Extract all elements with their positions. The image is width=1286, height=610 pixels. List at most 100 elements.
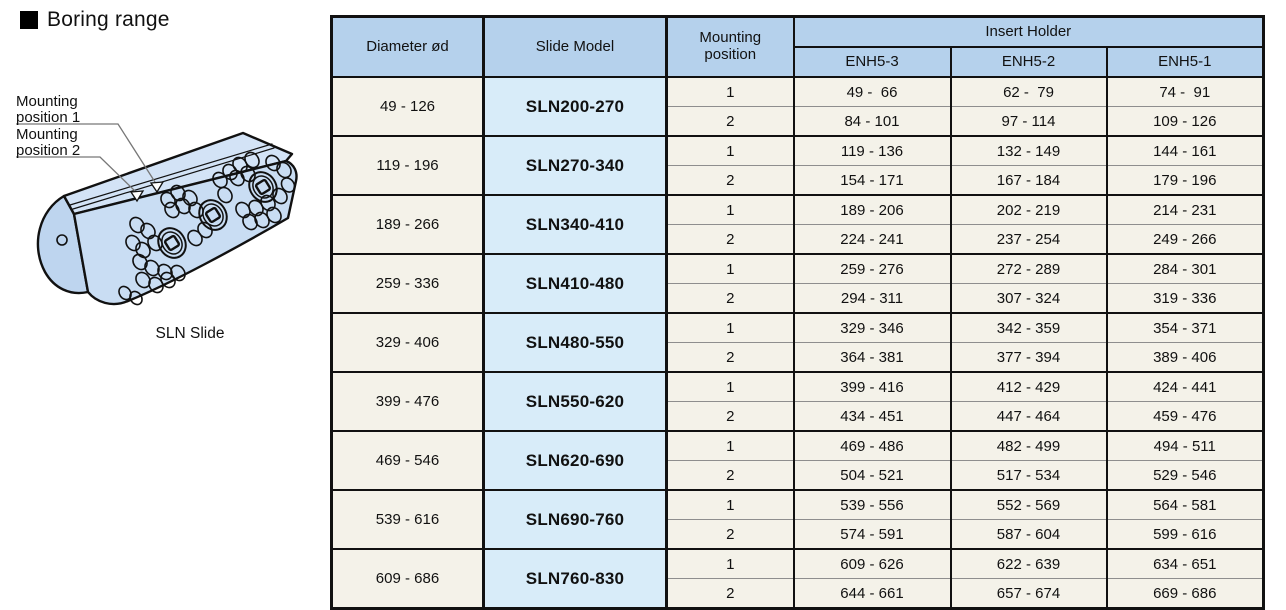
insert-range-cell: 482 - 499 <box>949 430 1108 461</box>
slide-model-cell: SLN690-760 <box>482 489 668 549</box>
header-enh5-3: ENH5-3 <box>792 46 952 78</box>
mounting-position-cell: 1 <box>665 253 795 284</box>
insert-range-cell: 319 - 336 <box>1105 283 1265 313</box>
table-row: 2 294 - 311 307 - 324 319 - 336 <box>332 283 1265 313</box>
mounting-position-1-label: Mounting <box>16 93 78 110</box>
insert-range-cell: 179 - 196 <box>1105 165 1265 195</box>
leader-line <box>16 156 136 192</box>
insert-range-cell: 669 - 686 <box>1105 578 1265 609</box>
table-row: 189 - 266 SLN340-410 1 189 - 206 202 - 219 21… <box>330 194 1265 254</box>
insert-range-cell: 377 - 394 <box>949 342 1108 372</box>
insert-range-cell: 552 - 569 <box>949 489 1108 520</box>
section-marker-icon <box>20 11 38 29</box>
mounting-position-cell: 1 <box>665 312 795 343</box>
slide-top-face <box>62 131 294 216</box>
table-row: 2 434 - 451 447 - 464 459 - 476 <box>332 401 1265 431</box>
insert-range-cell: 354 - 371 <box>1105 312 1265 343</box>
table-row: 119 - 196 SLN270-340 1 119 - 136 132 - 149 14… <box>330 135 1265 195</box>
insert-range-cell: 214 - 231 <box>1105 194 1265 225</box>
header-enh5-1: ENH5-1 <box>1105 46 1265 78</box>
insert-range-cell: 342 - 359 <box>949 312 1108 343</box>
insert-range-cell: 49 - 66 <box>792 76 952 107</box>
header-insert-holder: Insert Holder <box>792 15 1265 48</box>
insert-range-cell: 84 - 101 <box>792 106 952 136</box>
insert-range-cell: 539 - 556 <box>792 489 952 520</box>
insert-range-cell: 564 - 581 <box>1105 489 1265 520</box>
leader-line <box>16 123 156 183</box>
header-slide-model: Slide Model <box>482 15 668 78</box>
insert-range-cell: 284 - 301 <box>1105 253 1265 284</box>
table-body: 49 - 126 SLN200-270 1 49 - 66 62 - 79 74 - 91… <box>330 76 1265 609</box>
mounting-position-cell: 2 <box>665 578 795 609</box>
bolt-hole <box>56 234 68 246</box>
boring-range-table: Diameter ød Slide Model Mounting positio… <box>330 15 1266 610</box>
table-row: 539 - 616 SLN690-760 1 539 - 556 552 - 569 56… <box>330 489 1265 549</box>
insert-range-cell: 634 - 651 <box>1105 548 1265 579</box>
mounting-position-1-label: position 1 <box>16 109 80 126</box>
insert-range-cell: 574 - 591 <box>792 519 952 549</box>
table-row: 469 - 546 SLN620-690 1 469 - 486 482 - 499 49… <box>330 430 1265 490</box>
slide-caption: SLN Slide <box>156 325 225 342</box>
slide-model-cell: SLN340-410 <box>482 194 668 254</box>
table-header: Diameter ød Slide Model Mounting positio… <box>330 15 1265 78</box>
insert-range-cell: 202 - 219 <box>949 194 1108 225</box>
mounting-position-cell: 1 <box>665 548 795 579</box>
slide-model-cell: SLN200-270 <box>482 76 668 136</box>
insert-range-cell: 424 - 441 <box>1105 371 1265 402</box>
insert-range-cell: 272 - 289 <box>949 253 1108 284</box>
slide-model-cell: SLN270-340 <box>482 135 668 195</box>
slide-model-cell: SLN410-480 <box>482 253 668 313</box>
insert-range-cell: 74 - 91 <box>1105 76 1265 107</box>
table-row: 259 - 336 SLN410-480 1 259 - 276 272 - 289 28… <box>330 253 1265 313</box>
diameter-cell: 609 - 686 <box>330 548 485 609</box>
insert-range-cell: 622 - 639 <box>949 548 1108 579</box>
insert-range-cell: 307 - 324 <box>949 283 1108 313</box>
insert-range-cell: 97 - 114 <box>949 106 1108 136</box>
insert-range-cell: 459 - 476 <box>1105 401 1265 431</box>
header-mounting-position: Mounting position <box>665 15 795 78</box>
table-row: 2 364 - 381 377 - 394 389 - 406 <box>332 342 1265 372</box>
mounting-position-2-label: position 2 <box>16 142 80 159</box>
table-row: 2 644 - 661 657 - 674 669 - 686 <box>332 578 1265 609</box>
diameter-cell: 399 - 476 <box>330 371 485 431</box>
insert-range-cell: 609 - 626 <box>792 548 952 579</box>
mounting-position-2-label: Mounting <box>16 126 78 143</box>
mounting-position-cell: 1 <box>665 489 795 520</box>
insert-range-cell: 657 - 674 <box>949 578 1108 609</box>
insert-range-cell: 237 - 254 <box>949 224 1108 254</box>
insert-range-cell: 119 - 136 <box>792 135 952 166</box>
insert-range-cell: 529 - 546 <box>1105 460 1265 490</box>
slide-model-cell: SLN620-690 <box>482 430 668 490</box>
mounting-position-cell: 2 <box>665 106 795 136</box>
insert-range-cell: 469 - 486 <box>792 430 952 461</box>
mounting-position-cell: 2 <box>665 224 795 254</box>
diameter-cell: 539 - 616 <box>330 489 485 549</box>
insert-range-cell: 494 - 511 <box>1105 430 1265 461</box>
insert-range-cell: 599 - 616 <box>1105 519 1265 549</box>
mounting-position-2-marker <box>129 190 145 203</box>
diameter-cell: 259 - 336 <box>330 253 485 313</box>
mounting-position-cell: 1 <box>665 76 795 107</box>
insert-range-cell: 504 - 521 <box>792 460 952 490</box>
table-row: 609 - 686 SLN760-830 1 609 - 626 622 - 639 63… <box>330 548 1265 609</box>
insert-range-cell: 154 - 171 <box>792 165 952 195</box>
diameter-cell: 329 - 406 <box>330 312 485 372</box>
table-row: 2 154 - 171 167 - 184 179 - 196 <box>332 165 1265 195</box>
insert-range-cell: 167 - 184 <box>949 165 1108 195</box>
mounting-position-cell: 1 <box>665 430 795 461</box>
insert-range-cell: 644 - 661 <box>792 578 952 609</box>
header-enh5-2: ENH5-2 <box>949 46 1108 78</box>
diameter-cell: 189 - 266 <box>330 194 485 254</box>
mounting-position-cell: 2 <box>665 283 795 313</box>
insert-range-cell: 249 - 266 <box>1105 224 1265 254</box>
mounting-position-cell: 2 <box>665 165 795 195</box>
insert-range-cell: 259 - 276 <box>792 253 952 284</box>
insert-range-cell: 412 - 429 <box>949 371 1108 402</box>
insert-range-cell: 447 - 464 <box>949 401 1108 431</box>
mounting-position-cell: 2 <box>665 401 795 431</box>
insert-range-cell: 189 - 206 <box>792 194 952 225</box>
insert-range-cell: 434 - 451 <box>792 401 952 431</box>
sln-slide-illustration: Mounting position 1 Mounting position 2 … <box>16 93 298 342</box>
insert-range-cell: 224 - 241 <box>792 224 952 254</box>
